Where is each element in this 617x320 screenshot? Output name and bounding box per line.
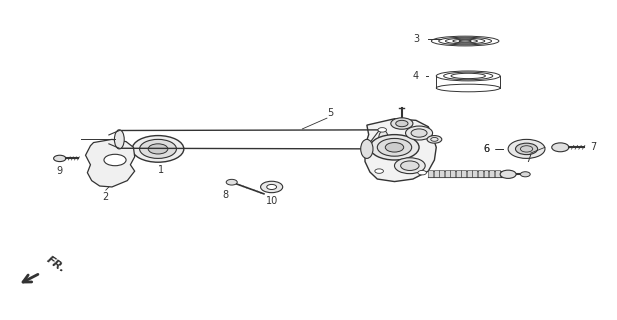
Text: 6: 6: [484, 144, 490, 154]
Circle shape: [552, 143, 569, 152]
Text: FR.: FR.: [44, 254, 67, 275]
Bar: [489, 171, 494, 178]
Text: 4: 4: [413, 71, 419, 81]
Circle shape: [418, 171, 426, 175]
Bar: [495, 171, 500, 178]
Circle shape: [378, 128, 386, 132]
Bar: [450, 171, 455, 178]
Text: 10: 10: [265, 196, 278, 206]
Bar: [456, 171, 461, 178]
Ellipse shape: [427, 136, 442, 143]
Text: 2: 2: [102, 192, 109, 202]
Bar: [439, 171, 444, 178]
Ellipse shape: [411, 129, 427, 137]
Circle shape: [500, 170, 516, 178]
Circle shape: [260, 181, 283, 193]
Ellipse shape: [395, 120, 408, 127]
Bar: [478, 171, 483, 178]
Ellipse shape: [391, 118, 413, 129]
Bar: [445, 171, 450, 178]
Ellipse shape: [385, 142, 404, 152]
Bar: [473, 171, 478, 178]
Text: 9: 9: [57, 166, 63, 176]
Ellipse shape: [361, 140, 373, 158]
Ellipse shape: [515, 143, 537, 155]
Circle shape: [375, 169, 383, 173]
Ellipse shape: [148, 144, 168, 154]
Ellipse shape: [405, 126, 433, 140]
Text: 7: 7: [525, 154, 531, 164]
Bar: [428, 171, 433, 178]
Bar: [467, 171, 472, 178]
Text: 5: 5: [327, 108, 333, 117]
Circle shape: [226, 179, 238, 185]
Ellipse shape: [139, 140, 176, 158]
Circle shape: [267, 184, 276, 189]
Ellipse shape: [132, 136, 184, 162]
Text: 1: 1: [158, 165, 164, 175]
Text: 7: 7: [590, 142, 596, 152]
Text: 3: 3: [413, 35, 419, 44]
Ellipse shape: [394, 158, 425, 174]
Bar: [434, 171, 439, 178]
Ellipse shape: [377, 139, 412, 156]
Ellipse shape: [400, 161, 419, 171]
Text: 8: 8: [223, 190, 229, 200]
Ellipse shape: [508, 140, 545, 158]
Bar: [462, 171, 466, 178]
Circle shape: [520, 172, 530, 177]
Bar: [484, 171, 489, 178]
Ellipse shape: [378, 131, 388, 148]
Polygon shape: [365, 119, 436, 181]
Circle shape: [54, 155, 66, 162]
Polygon shape: [86, 140, 135, 187]
Text: 6: 6: [484, 144, 490, 154]
Circle shape: [104, 154, 126, 166]
Ellipse shape: [114, 130, 124, 149]
Ellipse shape: [370, 135, 419, 160]
